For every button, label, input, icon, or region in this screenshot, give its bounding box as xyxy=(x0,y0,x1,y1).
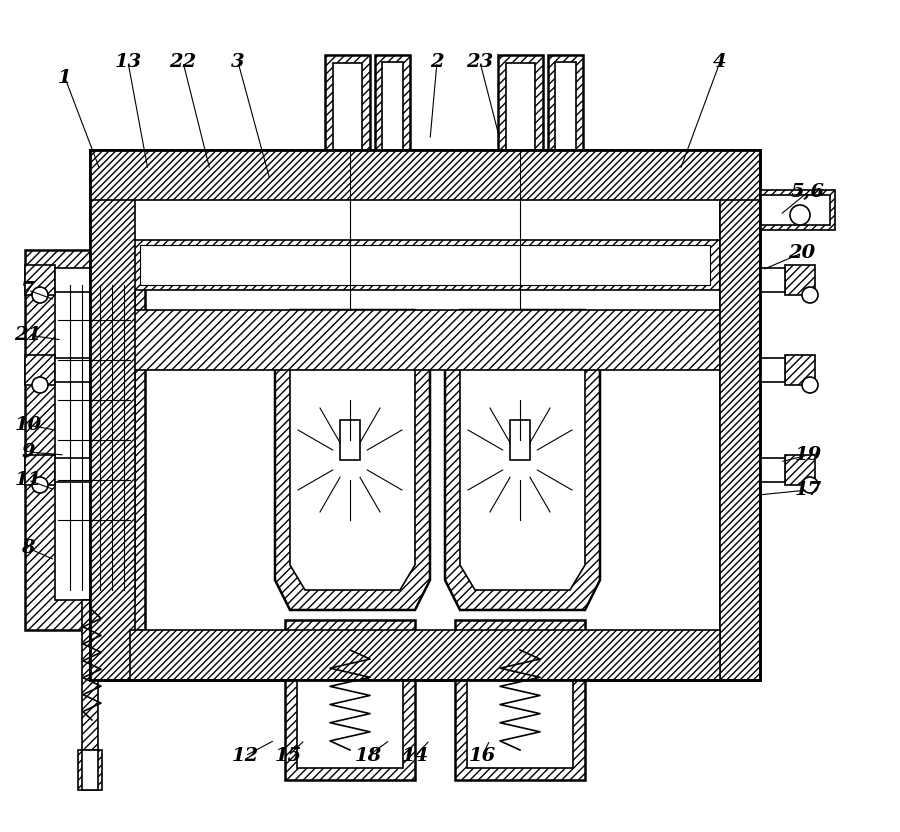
Bar xyxy=(467,632,573,768)
Bar xyxy=(55,458,95,482)
Bar xyxy=(785,265,815,295)
Text: 13: 13 xyxy=(114,53,141,71)
Text: 12: 12 xyxy=(231,747,258,765)
Bar xyxy=(55,358,95,382)
Polygon shape xyxy=(290,330,415,590)
Bar xyxy=(548,55,583,165)
Text: 19: 19 xyxy=(795,446,822,464)
Bar xyxy=(755,358,785,382)
Bar xyxy=(297,632,403,768)
Polygon shape xyxy=(445,310,600,610)
Bar xyxy=(285,620,415,780)
Bar xyxy=(498,55,543,165)
Polygon shape xyxy=(130,190,720,640)
Bar xyxy=(755,268,785,292)
Circle shape xyxy=(32,287,48,303)
Circle shape xyxy=(790,205,810,225)
Bar xyxy=(760,195,830,225)
Bar xyxy=(25,355,55,385)
Text: 1: 1 xyxy=(58,69,72,87)
Polygon shape xyxy=(275,310,430,610)
Bar xyxy=(25,265,55,295)
Circle shape xyxy=(802,377,818,393)
Bar xyxy=(55,280,135,600)
Circle shape xyxy=(802,287,818,303)
Text: 20: 20 xyxy=(788,244,815,262)
Bar xyxy=(25,250,145,630)
Bar xyxy=(325,55,370,165)
Bar xyxy=(382,62,403,158)
Bar xyxy=(455,620,585,780)
Circle shape xyxy=(32,477,48,493)
Text: 15: 15 xyxy=(274,747,302,765)
Polygon shape xyxy=(90,150,760,200)
Polygon shape xyxy=(130,630,720,680)
Bar xyxy=(340,420,360,460)
Polygon shape xyxy=(90,150,760,680)
Polygon shape xyxy=(90,150,135,680)
Bar xyxy=(333,63,362,157)
Text: 16: 16 xyxy=(468,747,496,765)
Bar xyxy=(375,55,410,165)
Text: 3: 3 xyxy=(231,53,245,71)
Text: 5,6: 5,6 xyxy=(791,183,825,201)
Bar xyxy=(82,600,98,780)
Text: 17: 17 xyxy=(795,481,822,499)
Text: 7: 7 xyxy=(22,281,35,299)
Text: 14: 14 xyxy=(401,747,428,765)
Bar xyxy=(140,245,710,285)
Text: 23: 23 xyxy=(466,53,493,71)
Bar xyxy=(510,420,530,460)
Bar xyxy=(755,190,835,230)
Bar xyxy=(78,750,102,790)
Text: 18: 18 xyxy=(355,747,382,765)
Text: 2: 2 xyxy=(430,53,444,71)
Text: 11: 11 xyxy=(14,471,41,489)
Circle shape xyxy=(802,477,818,493)
Bar xyxy=(555,62,576,158)
Circle shape xyxy=(32,377,48,393)
Bar xyxy=(130,240,720,290)
Bar xyxy=(785,455,815,485)
Bar xyxy=(82,750,98,790)
Bar xyxy=(130,310,720,370)
Bar xyxy=(755,458,785,482)
Text: 21: 21 xyxy=(14,326,41,344)
Text: 9: 9 xyxy=(22,443,35,461)
Bar xyxy=(25,455,55,485)
Bar xyxy=(506,63,535,157)
Bar xyxy=(785,355,815,385)
Text: 8: 8 xyxy=(22,539,35,557)
Text: 22: 22 xyxy=(169,53,196,71)
Polygon shape xyxy=(460,330,585,590)
Polygon shape xyxy=(720,150,760,680)
Bar xyxy=(55,268,95,292)
Bar xyxy=(90,150,760,680)
Text: 4: 4 xyxy=(713,53,727,71)
Text: 10: 10 xyxy=(14,416,41,434)
